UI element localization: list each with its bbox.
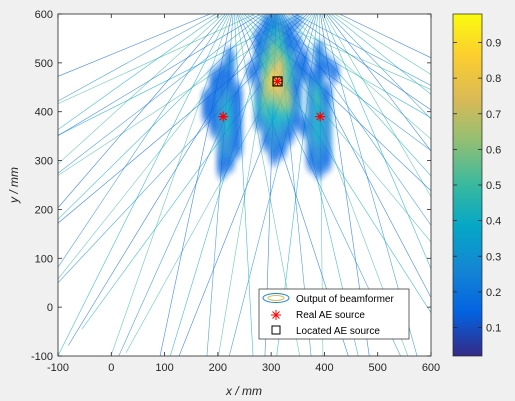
contour-fill — [224, 46, 235, 65]
y-tick-label: -100 — [31, 351, 53, 363]
real-source-marker — [272, 76, 283, 87]
colorbar-tick-label: 0.4 — [486, 216, 501, 228]
legend-swatch-contour — [262, 293, 290, 303]
contour-fill — [261, 14, 272, 30]
contour-fill — [291, 14, 302, 30]
contour-fill — [321, 80, 332, 99]
contour-line — [58, 14, 226, 209]
contour-line — [330, 14, 431, 95]
legend-label-real-source: Real AE source — [296, 310, 365, 321]
contour-line — [58, 14, 265, 174]
contour-fill — [254, 25, 265, 44]
contour-line — [68, 14, 271, 346]
legend-entry-beamformer: Output of beamformer — [262, 293, 394, 305]
x-axis-label: x / mm — [225, 384, 262, 398]
colorbar-tick-label: 0.2 — [486, 287, 501, 299]
contour-line — [58, 14, 217, 102]
colorbar: 0.1 0.2 0.3 0.4 0.5 0.6 0.7 0.8 0.9 — [452, 13, 501, 357]
legend-entry-located-source: Located AE source — [271, 325, 380, 337]
contour-fill — [284, 18, 295, 37]
square-marker-icon — [271, 325, 281, 335]
contour-fill — [232, 80, 243, 99]
contour-line — [255, 14, 431, 90]
contour-line — [58, 14, 224, 165]
colorbar-tick-label: 0.5 — [486, 180, 501, 192]
located-source-marker — [272, 76, 283, 87]
contour-fill — [202, 87, 213, 106]
colorbar-tick-label: 0.9 — [486, 38, 501, 50]
colorbar-tick-label: 0.6 — [486, 144, 501, 156]
contour-fill — [314, 39, 325, 58]
contour-line — [234, 14, 254, 356]
x-tick-label: -100 — [47, 362, 69, 374]
y-axis-ticks: -100 0 100 200 300 400 500 600 — [31, 9, 431, 363]
y-tick-label: 300 — [35, 156, 53, 168]
contour-line — [58, 14, 211, 77]
legend: Output of beamformer Real AE source Loca… — [258, 288, 410, 340]
contour-fill — [291, 52, 302, 71]
contour-fill — [321, 52, 332, 71]
contour-line — [324, 14, 431, 198]
y-tick-label: 100 — [35, 253, 53, 265]
legend-label-located-source: Located AE source — [296, 326, 380, 337]
contour-line — [58, 14, 256, 105]
contour-line — [326, 14, 431, 152]
x-axis-ticks: -100 0 100 200 300 400 500 600 — [47, 14, 440, 374]
plot-frame — [57, 13, 432, 357]
real-source-marker — [315, 111, 326, 122]
contour-line — [322, 14, 431, 270]
y-tick-label: 600 — [35, 9, 53, 21]
y-axis-label: y / mm — [7, 167, 21, 204]
contour-line — [294, 14, 431, 86]
x-tick-label: 100 — [155, 362, 173, 374]
x-tick-label: 300 — [262, 362, 280, 374]
x-tick-label: 500 — [369, 362, 387, 374]
contour-fill — [246, 59, 257, 78]
contour-fill — [254, 73, 265, 92]
y-tick-label: 400 — [35, 107, 53, 119]
contour-fill — [209, 66, 220, 85]
colorbar-ticks: 0.1 0.2 0.3 0.4 0.5 0.6 0.7 0.8 0.9 — [453, 38, 501, 335]
colorbar-tick-label: 0.7 — [486, 109, 501, 121]
contour-fill — [299, 114, 310, 133]
contour-line — [290, 14, 431, 111]
colorbar-tick-label: 0.3 — [486, 251, 501, 263]
contour-fill — [217, 59, 228, 78]
x-tick-label: 400 — [315, 362, 333, 374]
beamformer-contours — [58, 14, 431, 356]
contour-fill — [329, 59, 340, 78]
asterisk-marker-icon — [271, 310, 281, 320]
contour-fill — [299, 46, 310, 65]
x-tick-label: 200 — [209, 362, 227, 374]
source-markers — [218, 76, 326, 122]
contour-line — [328, 14, 431, 120]
y-tick-label: 500 — [35, 58, 53, 70]
x-tick-label: 600 — [422, 362, 440, 374]
contour-line — [58, 14, 221, 130]
contour-line — [58, 14, 261, 137]
contour-line — [334, 14, 431, 75]
colorbar-gradient — [452, 13, 483, 357]
contour-line — [58, 14, 270, 280]
y-tick-label: 200 — [35, 204, 53, 216]
contour-fill — [291, 32, 302, 51]
colorbar-tick-label: 0.8 — [486, 73, 501, 85]
x-tick-label: 0 — [108, 362, 114, 374]
legend-entry-real-source: Real AE source — [271, 310, 365, 321]
contour-line — [110, 14, 231, 356]
legend-swatch-contour-inner — [267, 295, 285, 301]
contour-line — [338, 14, 431, 59]
real-source-marker — [218, 111, 229, 122]
legend-label-beamformer: Output of beamformer — [296, 294, 394, 305]
contour-fill — [276, 14, 287, 30]
contour-fill — [306, 66, 317, 85]
y-tick-label: 0 — [47, 302, 53, 314]
contour-line — [58, 14, 228, 268]
contour-line — [58, 14, 230, 356]
colorbar-tick-label: 0.1 — [486, 323, 501, 335]
